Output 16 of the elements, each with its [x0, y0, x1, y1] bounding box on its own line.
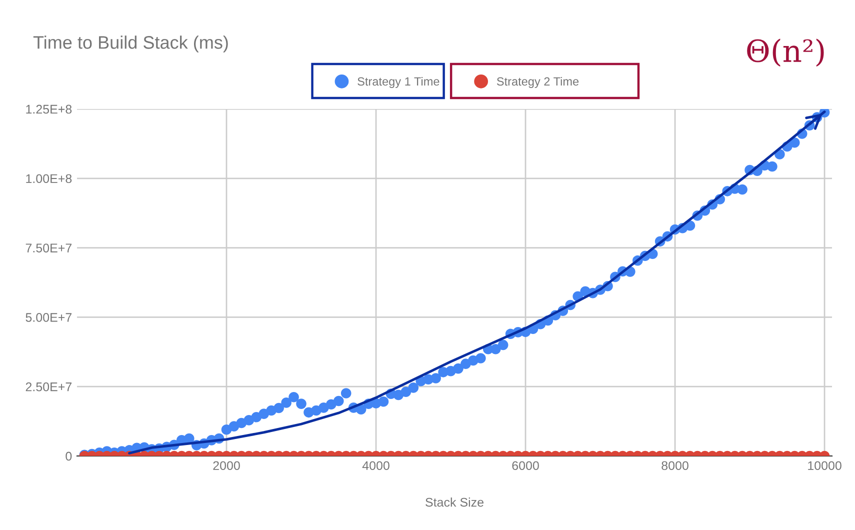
y-tick-label: 0 — [66, 452, 72, 461]
x-tick-label: 2000 — [213, 461, 240, 470]
x-tick-label: 8000 — [662, 461, 688, 470]
y-tick-label: 1.00E+8 — [26, 174, 72, 184]
y-tick-label: 2.50E+7 — [26, 382, 72, 392]
y-tick-label: 1.25E+8 — [26, 104, 72, 114]
y-tick-label: 5.00E+7 — [26, 313, 72, 322]
chart-title: Time to Build Stack (ms) — [33, 36, 228, 52]
x-tick-label: 6000 — [512, 461, 539, 470]
x-tick-label: 4000 — [362, 461, 390, 470]
x-axis-title: Stack Size — [426, 498, 484, 507]
legend-label: Strategy 2 Time — [496, 76, 579, 88]
y-tick-label: 7.50E+7 — [26, 244, 72, 252]
legend-label: Strategy 1 Time — [358, 76, 440, 88]
annotation: Θ(n²) — [747, 38, 824, 67]
x-tick-label: 10000 — [808, 461, 842, 470]
